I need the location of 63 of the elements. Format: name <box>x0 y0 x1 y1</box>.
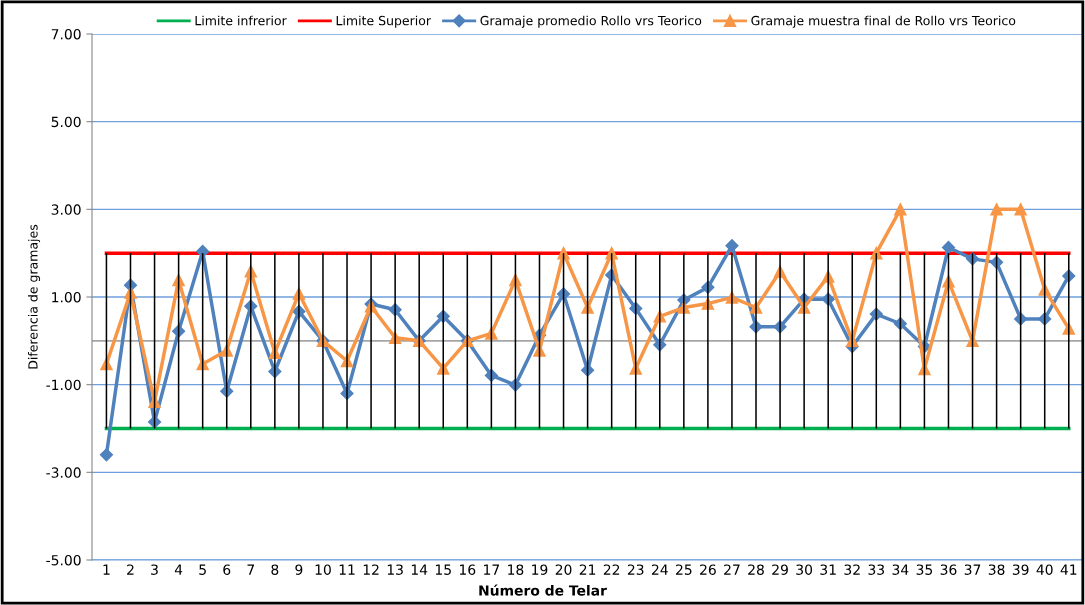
x-tick-label: 2 <box>127 564 134 575</box>
x-tick-label: 18 <box>508 564 524 575</box>
legend-label: Gramaje muestra final de Rollo vrs Teorico <box>751 15 1016 28</box>
legend-label: Limite Superior <box>336 15 432 28</box>
x-tick-label: 28 <box>748 564 764 575</box>
x-tick-label: 34 <box>892 564 909 575</box>
x-tick-label: 37 <box>964 564 981 575</box>
x-tick-label: 10 <box>315 564 331 575</box>
x-tick-label: 32 <box>844 564 860 575</box>
x-tick-label: 31 <box>820 564 836 575</box>
point <box>941 240 956 255</box>
x-tick-label: 14 <box>411 564 428 575</box>
x-tick-label: 15 <box>435 564 451 575</box>
legend-label: Limite infrerior <box>195 15 287 26</box>
x-tick-label: 17 <box>484 564 500 575</box>
x-tick-label: 25 <box>676 564 692 575</box>
point <box>725 239 739 253</box>
x-tick-label: 40 <box>1036 564 1053 575</box>
x-tick-label: 9 <box>295 564 303 575</box>
x-tick-label: 20 <box>555 564 572 575</box>
legend-label: Gramaje promedio Rollo vrs Teorico <box>480 15 702 28</box>
x-tick-label: 7 <box>247 564 255 575</box>
x-tick-label: 12 <box>363 564 379 575</box>
x-tick-label: 24 <box>651 564 668 575</box>
x-tick-label: 29 <box>772 564 788 575</box>
x-tick-label: 11 <box>339 564 355 575</box>
x-tick-label: 22 <box>603 564 620 575</box>
x-tick-label: 16 <box>460 564 476 575</box>
point <box>99 448 114 462</box>
x-tick-label: 5 <box>199 564 206 575</box>
point <box>870 246 883 260</box>
x-tick-label: 23 <box>627 564 644 575</box>
x-tick-label: 27 <box>724 564 740 575</box>
x-tick-label: 39 <box>1012 564 1029 575</box>
point <box>1014 203 1027 216</box>
y-axis-title: Diferencia de gramajes <box>27 224 41 369</box>
x-tick-label: 41 <box>1060 564 1077 575</box>
x-tick-label: 30 <box>796 564 813 575</box>
x-tick-label: 35 <box>916 564 933 575</box>
point <box>990 203 1003 216</box>
y-tick-label: 7.00 <box>51 28 81 40</box>
x-tick-label: 3 <box>151 564 158 575</box>
x-tick-label: 4 <box>174 564 183 575</box>
y-tick-label: 5.00 <box>51 116 81 128</box>
x-tick-label: 6 <box>223 564 231 575</box>
x-tick-label: 26 <box>700 564 716 575</box>
point <box>605 246 618 260</box>
y-tick-label: -5.00 <box>46 554 81 566</box>
point <box>557 246 570 260</box>
x-axis-title: Número de Telar <box>479 584 607 596</box>
x-tick-label: 38 <box>988 564 1005 575</box>
x-tick-label: 36 <box>940 564 957 575</box>
x-tick-label: 1 <box>103 564 110 575</box>
x-tick-label: 8 <box>271 564 279 575</box>
x-tick-label: 33 <box>868 564 885 575</box>
x-tick-label: 21 <box>579 564 596 575</box>
x-tick-label: 19 <box>532 564 548 575</box>
x-tick-label: 13 <box>387 564 403 575</box>
y-tick-label: 3.00 <box>51 204 81 215</box>
y-tick-label: -1.00 <box>46 379 81 391</box>
point <box>894 203 907 216</box>
y-tick-label: 1.00 <box>52 291 81 303</box>
y-tick-label: -3.00 <box>46 467 81 478</box>
